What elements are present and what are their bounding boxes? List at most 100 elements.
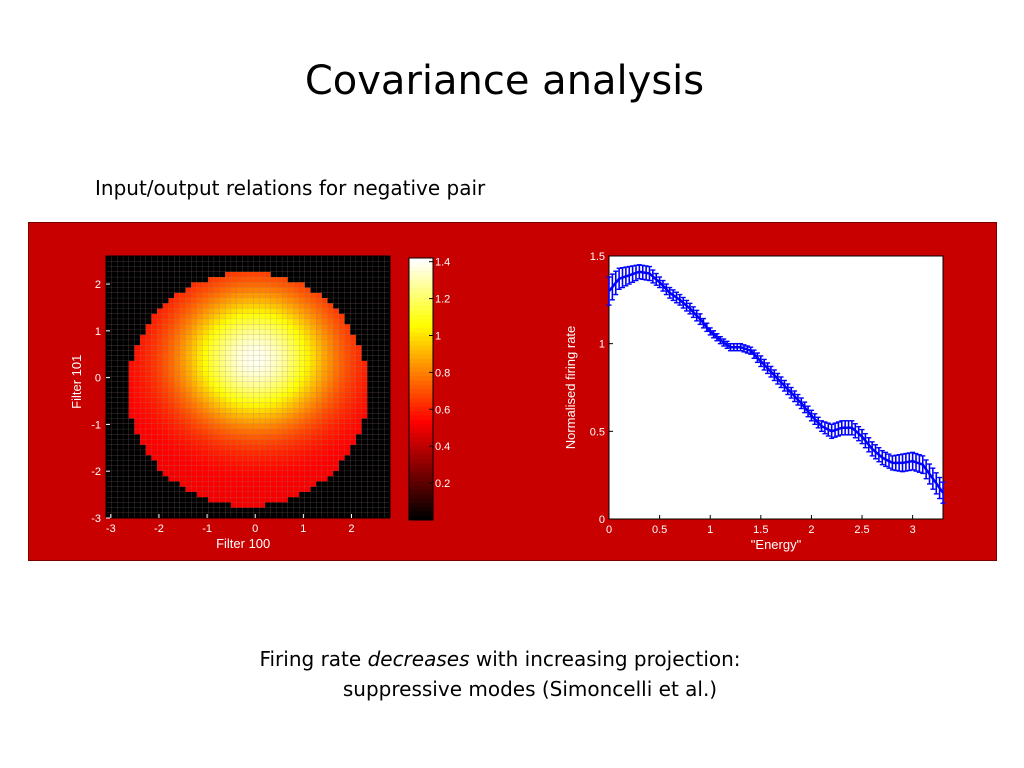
heatmap-xtick-label: 1 bbox=[300, 523, 306, 535]
heatmap-cell bbox=[174, 261, 181, 267]
heatmap-cell bbox=[350, 350, 357, 356]
heatmap-cell bbox=[168, 308, 175, 314]
colorbar-step bbox=[409, 306, 433, 311]
heatmap-cell bbox=[208, 413, 215, 419]
heatmap-cell bbox=[185, 449, 192, 456]
heatmap-cell bbox=[281, 261, 288, 267]
heatmap-cell bbox=[208, 465, 215, 472]
heatmap-cell bbox=[156, 344, 164, 351]
heatmap-cell bbox=[156, 428, 164, 435]
colorbar-step bbox=[409, 502, 433, 508]
heatmap-cell bbox=[128, 434, 135, 440]
heatmap-cell bbox=[361, 402, 368, 409]
heatmap-cell bbox=[316, 475, 323, 482]
heatmap-cell bbox=[208, 475, 215, 482]
heatmap-cell bbox=[270, 397, 277, 403]
heatmap-cell bbox=[179, 475, 186, 482]
heatmap-cell bbox=[162, 423, 169, 430]
heatmap-cell bbox=[327, 413, 334, 419]
heatmap-cell bbox=[298, 496, 306, 503]
heatmap-cell bbox=[327, 282, 334, 288]
heatmap-cell bbox=[270, 271, 277, 278]
heatmap-cell bbox=[355, 475, 362, 482]
heatmap-cell bbox=[122, 434, 129, 440]
heatmap-cell bbox=[139, 491, 146, 498]
heatmap-cell bbox=[156, 261, 164, 267]
heatmap-cell bbox=[128, 502, 135, 508]
heatmap-cell bbox=[202, 386, 209, 393]
heatmap-cell bbox=[298, 502, 306, 508]
heatmap-cell bbox=[293, 276, 300, 283]
heatmap-cell bbox=[151, 460, 158, 466]
heatmap-cell bbox=[355, 392, 362, 398]
heatmap-cell bbox=[236, 282, 243, 288]
heatmap-cell bbox=[247, 423, 254, 430]
heatmap-cell bbox=[230, 439, 237, 445]
heatmap-cell bbox=[122, 376, 129, 382]
heatmap-cell bbox=[367, 392, 374, 398]
colorbar-step bbox=[409, 258, 433, 263]
heatmap-cell bbox=[327, 266, 334, 272]
heatmap-cell bbox=[151, 271, 158, 278]
heatmap-cell bbox=[139, 502, 146, 508]
heatmap-cell bbox=[276, 329, 283, 335]
heatmap-cell bbox=[174, 507, 181, 513]
heatmap-cell bbox=[310, 360, 317, 367]
heatmap-cell bbox=[151, 507, 158, 513]
heatmap-cell bbox=[191, 308, 198, 314]
heatmap-cell bbox=[321, 465, 328, 472]
heatmap-cell bbox=[355, 313, 362, 320]
heatmap-cell bbox=[310, 491, 317, 498]
heatmap-cell bbox=[276, 255, 283, 262]
heatmap-cell bbox=[117, 381, 124, 388]
heatmap-cell bbox=[156, 502, 164, 508]
heatmap-cell bbox=[372, 502, 379, 508]
heatmap-cell bbox=[179, 465, 186, 472]
heatmap-cell bbox=[202, 491, 209, 498]
heatmap-cell bbox=[259, 287, 266, 293]
heatmap-cell bbox=[253, 491, 260, 498]
heatmap-cell bbox=[145, 323, 152, 330]
heatmap-cell bbox=[156, 418, 164, 424]
heatmap-cell bbox=[219, 428, 226, 435]
heatmap-cell bbox=[230, 496, 237, 503]
heatmap-cell bbox=[310, 371, 317, 377]
heatmap-cell bbox=[225, 303, 232, 309]
heatmap-cell bbox=[344, 486, 351, 493]
heatmap-cell bbox=[117, 255, 124, 262]
heatmap-cell bbox=[344, 512, 351, 519]
heatmap-cell bbox=[310, 402, 317, 409]
heatmap-cell bbox=[179, 439, 186, 445]
heatmap-cell bbox=[236, 276, 243, 283]
heatmap-cell bbox=[253, 329, 260, 335]
heatmap-cell bbox=[384, 496, 391, 503]
heatmap-cell bbox=[264, 444, 271, 451]
heatmap-cell bbox=[350, 470, 357, 477]
heatmap-cell bbox=[185, 418, 192, 424]
heatmap-cell bbox=[281, 365, 288, 372]
heatmap-cell bbox=[276, 365, 283, 372]
heatmap-cell bbox=[367, 418, 374, 424]
heatmap-cell bbox=[191, 423, 198, 430]
heatmap-cell bbox=[350, 344, 357, 351]
heatmap-cell bbox=[191, 460, 198, 466]
heatmap-cell bbox=[202, 344, 209, 351]
heatmap-cell bbox=[264, 454, 271, 461]
heatmap-cell bbox=[185, 439, 192, 445]
heatmap-cell bbox=[316, 308, 323, 314]
heatmap-cell bbox=[156, 460, 164, 466]
heatmap-cell bbox=[111, 449, 118, 456]
heatmap-cell bbox=[185, 491, 192, 498]
heatmap-cell bbox=[355, 329, 362, 335]
heatmap-cell bbox=[168, 428, 175, 435]
heatmap-cell bbox=[242, 502, 249, 508]
heatmap-cell bbox=[259, 392, 266, 398]
heatmap-cell bbox=[378, 413, 385, 419]
heatmap-cell bbox=[174, 418, 181, 424]
heatmap-cell bbox=[202, 255, 209, 262]
heatmap-cell bbox=[236, 486, 243, 493]
heatmap-cell bbox=[276, 323, 283, 330]
heatmap-cell bbox=[281, 449, 288, 456]
heatmap-cell bbox=[287, 413, 294, 419]
